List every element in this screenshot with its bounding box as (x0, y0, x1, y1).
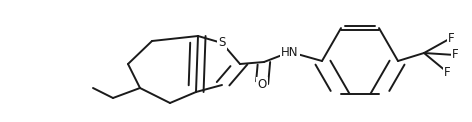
Text: HN: HN (281, 46, 299, 59)
Text: F: F (444, 66, 450, 78)
Text: S: S (219, 36, 226, 50)
Text: O: O (257, 77, 267, 91)
Text: F: F (452, 49, 458, 61)
Text: F: F (447, 31, 455, 45)
